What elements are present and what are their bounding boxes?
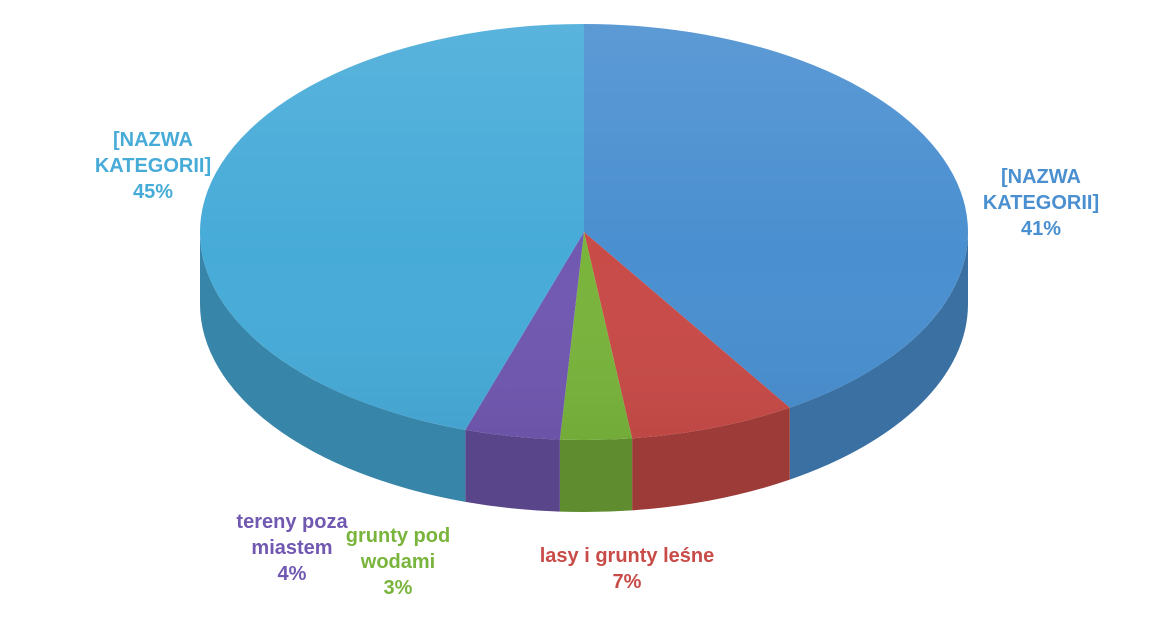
pie-label-percent: 7% — [613, 571, 642, 593]
pie-label-2: grunty pod wodami 3% — [346, 525, 450, 599]
pie-slice-side-3 — [465, 430, 560, 512]
pie-label-line: wodami — [360, 551, 435, 573]
pie-label-line: KATEGORII] — [95, 155, 211, 177]
pie-label-line: KATEGORII] — [983, 192, 1099, 214]
pie-label-percent: 41% — [1021, 218, 1061, 240]
pie-top-layer — [200, 24, 968, 440]
pie-label-3: tereny poza miastem 4% — [236, 511, 348, 585]
pie-label-line: lasy i grunty leśne — [540, 545, 715, 567]
pie-label-percent: 3% — [384, 577, 413, 599]
pie-label-line: miastem — [251, 537, 332, 559]
pie-label-percent: 45% — [133, 181, 173, 203]
pie-label-line: [NAZWA — [1001, 166, 1081, 188]
pie-label-line: tereny poza — [236, 511, 348, 533]
pie-label-line: grunty pod — [346, 525, 450, 547]
pie-slice-side-2 — [560, 438, 632, 512]
pie-label-1: lasy i grunty leśne 7% — [540, 545, 715, 593]
pie-label-line: [NAZWA — [113, 129, 193, 151]
pie-top-highlight — [200, 24, 968, 440]
pie-label-4: [NAZWA KATEGORII] 45% — [95, 129, 211, 203]
pie-label-percent: 4% — [278, 563, 307, 585]
pie-label-0: [NAZWA KATEGORII] 41% — [983, 166, 1099, 240]
